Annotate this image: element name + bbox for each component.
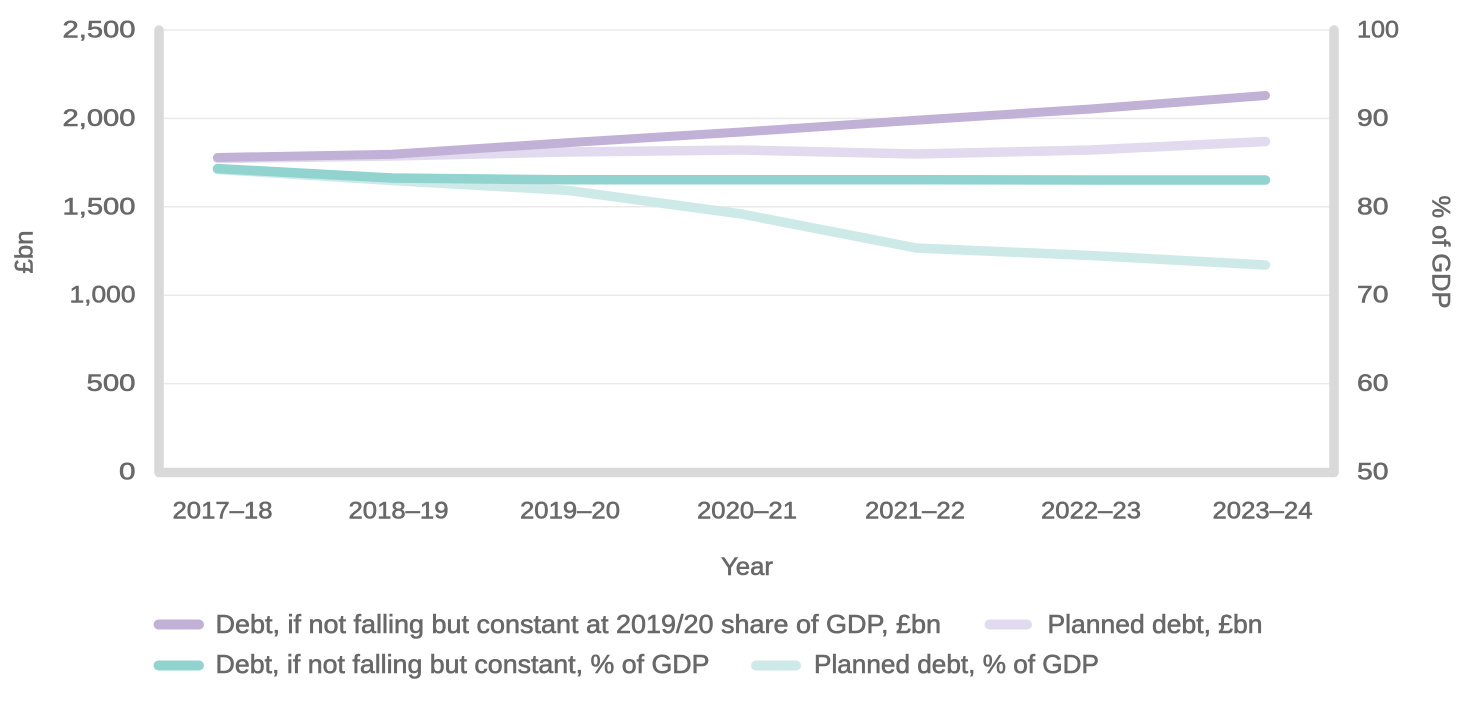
svg-text:500: 500 xyxy=(87,370,136,397)
svg-text:2,500: 2,500 xyxy=(63,17,136,44)
svg-text:2022–23: 2022–23 xyxy=(1041,498,1141,525)
svg-text:1,000: 1,000 xyxy=(70,282,136,309)
svg-text:Planned debt, % of GDP: Planned debt, % of GDP xyxy=(814,649,1099,679)
svg-text:Year: Year xyxy=(721,553,773,581)
svg-text:80: 80 xyxy=(1357,193,1389,220)
svg-text:2017–18: 2017–18 xyxy=(173,498,273,525)
svg-text:70: 70 xyxy=(1357,282,1389,309)
svg-text:2019–20: 2019–20 xyxy=(520,498,620,525)
svg-text:50: 50 xyxy=(1357,459,1389,486)
svg-text:2,000: 2,000 xyxy=(63,105,136,132)
svg-text:% of GDP: % of GDP xyxy=(1426,196,1454,309)
svg-text:2023–24: 2023–24 xyxy=(1213,498,1313,525)
svg-text:0: 0 xyxy=(119,459,136,486)
svg-text:Planned debt, £bn: Planned debt, £bn xyxy=(1048,609,1263,639)
svg-text:100: 100 xyxy=(1357,17,1399,44)
svg-text:90: 90 xyxy=(1357,105,1389,132)
svg-text:£bn: £bn xyxy=(10,231,38,274)
svg-text:60: 60 xyxy=(1357,370,1389,397)
svg-text:Debt, if not falling but const: Debt, if not falling but constant at 201… xyxy=(216,609,941,639)
svg-text:Debt, if not falling but const: Debt, if not falling but constant, % of … xyxy=(216,649,710,679)
svg-text:2018–19: 2018–19 xyxy=(349,498,449,525)
svg-text:1,500: 1,500 xyxy=(63,193,136,220)
svg-text:2021–22: 2021–22 xyxy=(865,498,965,525)
svg-text:2020–21: 2020–21 xyxy=(697,498,797,525)
